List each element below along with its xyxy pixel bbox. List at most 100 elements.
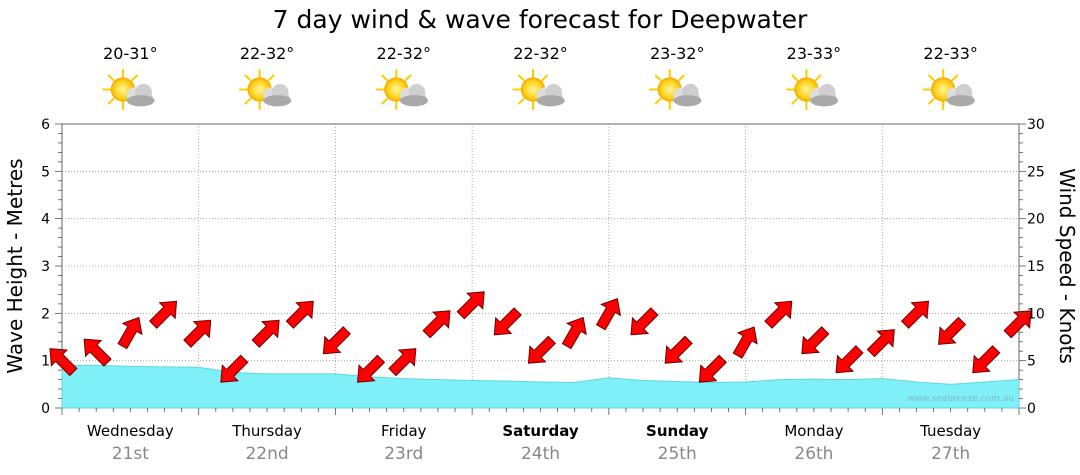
horizontal-gridlines <box>62 170 1019 362</box>
left-tick-label: 6 <box>41 117 50 133</box>
wind-arrow <box>698 354 727 383</box>
partly-cloudy-icon <box>785 68 840 111</box>
right-tick-label: 25 <box>1027 164 1045 180</box>
left-tick-label: 1 <box>41 354 50 370</box>
wind-arrow-shape <box>732 326 758 359</box>
day-labels: Wednesday 21st Thursday 22nd Friday 23rd Satur… <box>87 422 981 464</box>
right-tick-label: 5 <box>1027 354 1036 370</box>
wind-arrow <box>456 291 485 320</box>
wind-arrow <box>322 326 351 355</box>
wind-arrow-shape <box>83 338 112 367</box>
wind-arrow-shape <box>801 326 830 355</box>
right-tick-label: 30 <box>1027 117 1045 133</box>
temperature-range: 23-33° <box>787 44 842 63</box>
wind-arrow <box>835 345 864 374</box>
chart-title: 7 day wind & wave forecast for Deepwater <box>273 5 808 34</box>
left-tick-label: 5 <box>41 164 50 180</box>
temperature-row: 20-31° 22-32° 22-32° 22-32° 23-32° 23-33° 22-3… <box>102 44 978 111</box>
credit-text[interactable]: www.seabreeze.com.au <box>907 394 1014 404</box>
day-name: Friday <box>381 422 427 440</box>
wind-arrow-shape <box>938 316 967 345</box>
left-axis: 0 1 2 3 4 5 6 <box>41 117 50 417</box>
wind-arrow-shape <box>630 307 659 336</box>
partly-cloudy-icon <box>238 68 293 111</box>
partly-cloudy-icon <box>102 68 156 111</box>
wind-arrow-shape <box>183 319 212 348</box>
wind-arrow-shape <box>220 354 249 383</box>
day-date: 22nd <box>245 444 288 464</box>
right-tick-label: 10 <box>1027 306 1045 322</box>
wind-arrow-shape <box>148 300 178 329</box>
wind-arrow-shape <box>698 354 727 383</box>
wind-arrow <box>938 316 967 345</box>
temperature-range: 23-32° <box>650 44 705 63</box>
wind-arrow <box>357 354 386 383</box>
wind-arrow <box>764 300 793 329</box>
wind-arrow-shape <box>561 316 587 350</box>
day-date: 25th <box>658 444 697 464</box>
wind-arrow-shape <box>493 307 522 336</box>
temperature-range: 22-32° <box>240 44 295 63</box>
day-date: 26th <box>794 444 833 464</box>
wind-arrow-shape <box>527 335 557 364</box>
wind-arrow-shape <box>1003 310 1032 339</box>
wind-arrow-shape <box>456 291 485 320</box>
minor-ticks <box>55 123 1026 415</box>
day-name: Tuesday <box>919 422 981 440</box>
partly-cloudy-icon <box>375 68 430 111</box>
wind-arrow <box>972 345 1001 374</box>
wind-arrow <box>630 307 659 336</box>
wind-arrow-shape <box>764 300 793 329</box>
wind-arrow-shape <box>251 319 280 348</box>
right-tick-label: 0 <box>1027 401 1036 417</box>
wind-arrow-shape <box>422 310 451 339</box>
left-axis-title: Wave Height - Metres <box>3 158 27 373</box>
temperature-range: 22-33° <box>923 44 978 63</box>
right-axis-title: Wind Speed - Knots <box>1055 168 1079 364</box>
wind-arrow-shape <box>900 300 930 329</box>
left-tick-label: 2 <box>41 306 50 322</box>
wind-arrow-shape <box>835 345 864 374</box>
left-tick-label: 0 <box>41 401 50 417</box>
wind-arrow <box>1003 310 1032 339</box>
day-date: 21st <box>112 444 149 464</box>
wind-arrow <box>251 319 280 348</box>
left-tick-label: 4 <box>41 212 50 228</box>
day-date: 24th <box>521 444 560 464</box>
plot-area <box>49 123 1032 409</box>
wind-arrow-shape <box>388 348 417 377</box>
day-name: Wednesday <box>87 422 174 440</box>
wind-arrow-shape <box>285 300 314 329</box>
day-name: Monday <box>784 422 843 440</box>
right-tick-label: 20 <box>1027 212 1045 228</box>
temperature-range: 20-31° <box>103 44 158 63</box>
temperature-range: 22-32° <box>377 44 432 63</box>
wind-arrow <box>527 335 557 364</box>
wind-arrow <box>664 335 693 364</box>
wind-arrow <box>285 300 314 329</box>
wind-arrow-shape <box>866 329 895 358</box>
wind-arrow <box>866 329 895 358</box>
day-date: 27th <box>931 444 970 464</box>
wind-arrow <box>183 319 212 348</box>
wind-arrow <box>732 326 758 359</box>
left-tick-label: 3 <box>41 259 50 275</box>
day-name: Sunday <box>646 422 709 440</box>
wind-arrow <box>900 300 930 329</box>
wind-arrow-shape <box>322 326 351 355</box>
right-axis: 0 5 10 15 20 25 30 <box>1027 117 1045 417</box>
wind-arrows <box>49 291 1032 383</box>
wave-height-area <box>61 364 1020 409</box>
wind-arrow <box>388 348 417 377</box>
wind-arrow <box>561 316 587 350</box>
partly-cloudy-icon <box>649 68 703 111</box>
partly-cloudy-icon <box>922 68 976 111</box>
wind-arrow-shape <box>972 345 1001 374</box>
wind-arrow <box>422 310 451 339</box>
wind-arrow-shape <box>357 354 386 383</box>
wind-arrow <box>595 297 622 331</box>
partly-cloudy-icon <box>512 68 566 111</box>
vertical-gridlines <box>198 124 883 408</box>
wind-arrow <box>493 307 522 336</box>
